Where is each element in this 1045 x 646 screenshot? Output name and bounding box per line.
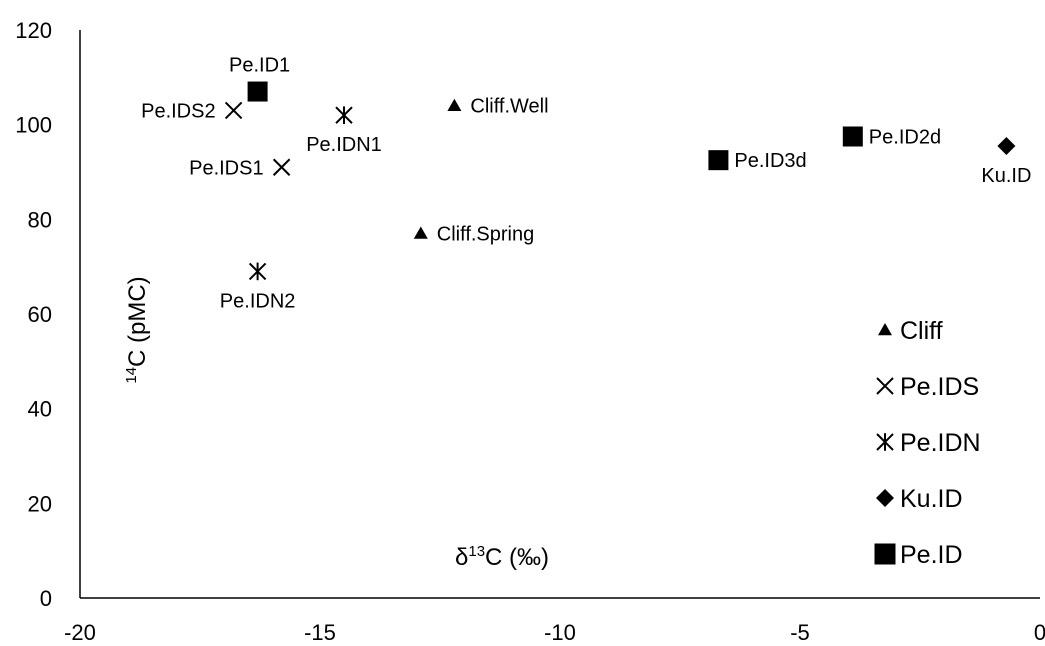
legend-item-pe-ids: Pe.IDS bbox=[876, 373, 979, 401]
legend: Cliff Pe.IDS Pe.IDN Ku.ID Pe.ID bbox=[874, 317, 981, 569]
data-label-cliff-well: Cliff.Well bbox=[470, 96, 548, 118]
data-label-pe-idn1: Pe.IDN1 bbox=[306, 134, 382, 156]
y-tick-label: 80 bbox=[28, 207, 52, 232]
x-axis-title-prefix: δ bbox=[455, 544, 468, 571]
x-tick-label: -20 bbox=[64, 620, 96, 645]
x-axis-title-sup: 13 bbox=[468, 543, 485, 560]
data-label-ku-id: Ku.ID bbox=[981, 165, 1031, 187]
x-axis-title-main: C (‰) bbox=[485, 544, 549, 571]
y-tick-label: 0 bbox=[40, 586, 52, 611]
y-axis-title-main: C (pMC) bbox=[124, 276, 151, 367]
data-label-cliff-spring: Cliff.Spring bbox=[437, 224, 534, 246]
legend-marker-pe-id bbox=[874, 543, 896, 565]
x-tick-labels: -20 -15 -10 -5 0 bbox=[64, 620, 1045, 645]
point-pe-ids2 bbox=[224, 101, 243, 120]
legend-label-pe-id: Pe.ID bbox=[900, 541, 963, 569]
data-label-pe-id1: Pe.ID1 bbox=[229, 55, 290, 77]
x-axis-title: δ13C (‰) bbox=[455, 543, 549, 571]
y-axis-title-sup: 14 bbox=[123, 367, 140, 384]
point-ku-id bbox=[997, 136, 1016, 155]
legend-label-pe-ids: Pe.IDS bbox=[900, 373, 979, 401]
legend-label-ku-id: Ku.ID bbox=[900, 485, 963, 513]
y-tick-label: 40 bbox=[28, 397, 52, 422]
legend-marker-pe-ids bbox=[876, 377, 894, 395]
point-cliff-well bbox=[447, 98, 462, 111]
legend-item-pe-idn: Pe.IDN bbox=[876, 429, 981, 457]
legend-item-ku-id: Ku.ID bbox=[876, 485, 963, 513]
y-tick-label: 100 bbox=[15, 113, 52, 138]
y-tick-labels: 0 20 40 60 80 100 120 bbox=[15, 18, 52, 611]
x-tick-label: 0 bbox=[1034, 620, 1045, 645]
point-pe-id2d bbox=[842, 126, 863, 147]
point-pe-ids1 bbox=[272, 158, 291, 176]
point-pe-idn1 bbox=[335, 106, 353, 124]
point-cliff-spring bbox=[413, 226, 428, 239]
x-tick-label: -5 bbox=[790, 620, 810, 645]
legend-marker-pe-idn bbox=[876, 433, 894, 451]
point-pe-idn2 bbox=[248, 262, 267, 281]
point-pe-id3d bbox=[708, 150, 729, 171]
data-labels: Cliff.Well Cliff.Spring Pe.IDS2 Pe.IDS1 Pe.I… bbox=[141, 55, 1031, 313]
y-tick-label: 20 bbox=[28, 491, 52, 516]
legend-label-cliff: Cliff bbox=[900, 317, 943, 345]
data-label-pe-id3d: Pe.ID3d bbox=[734, 150, 806, 172]
x-tick-label: -10 bbox=[544, 620, 576, 645]
legend-marker-cliff bbox=[878, 323, 892, 336]
x-tick-label: -15 bbox=[304, 620, 336, 645]
data-label-pe-ids2: Pe.IDS2 bbox=[141, 100, 215, 122]
data-label-pe-idn2: Pe.IDN2 bbox=[220, 290, 296, 312]
point-pe-id1 bbox=[247, 81, 268, 102]
y-tick-label: 60 bbox=[28, 302, 52, 327]
legend-item-pe-id: Pe.ID bbox=[874, 541, 963, 569]
y-axis-title: 14C (pMC) bbox=[123, 276, 151, 383]
data-label-pe-id2d: Pe.ID2d bbox=[869, 127, 941, 149]
legend-label-pe-idn: Pe.IDN bbox=[900, 429, 981, 457]
data-points bbox=[224, 81, 1016, 281]
legend-item-cliff: Cliff bbox=[878, 317, 943, 345]
y-tick-label: 120 bbox=[15, 18, 52, 43]
legend-marker-ku-id bbox=[876, 489, 894, 507]
data-label-pe-ids1: Pe.IDS1 bbox=[189, 157, 263, 179]
